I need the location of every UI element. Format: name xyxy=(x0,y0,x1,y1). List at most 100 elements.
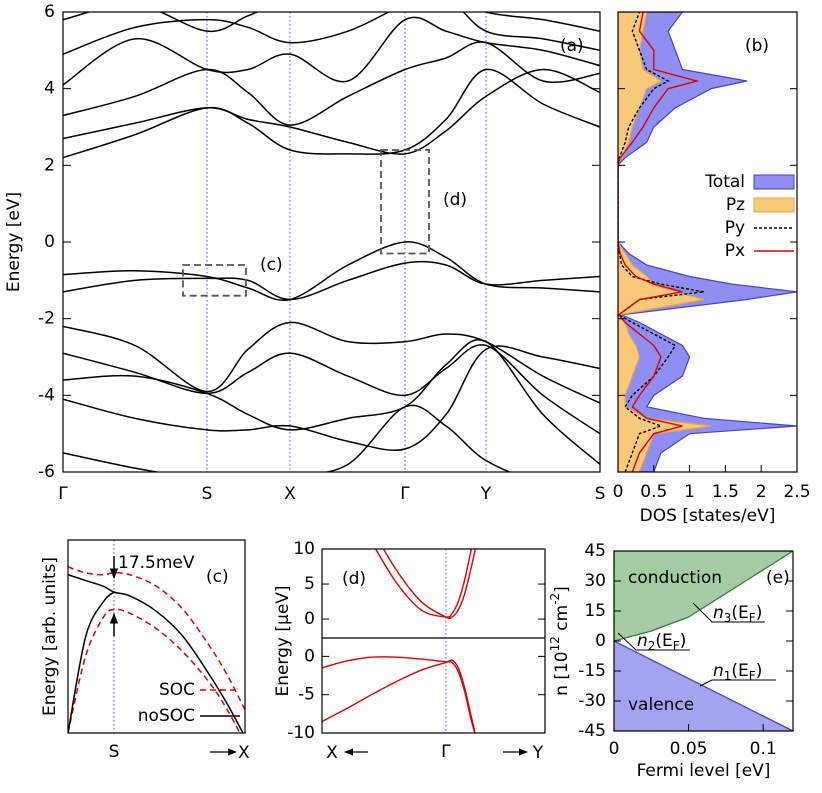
label: n1(EF) xyxy=(713,661,762,683)
band xyxy=(63,321,600,404)
band xyxy=(63,241,600,302)
y-tick-label: 0 xyxy=(304,609,315,629)
band xyxy=(63,68,600,155)
y-tick-label: 0 xyxy=(595,631,606,651)
label-part: F xyxy=(673,639,680,653)
band xyxy=(63,68,600,159)
x-tick-label: 0 xyxy=(613,482,624,502)
label-part: ) xyxy=(756,661,763,681)
panel-label: (c) xyxy=(206,567,229,587)
label-part: ] xyxy=(552,586,572,593)
y-tick-label: -15 xyxy=(578,661,606,681)
frame xyxy=(617,11,798,473)
frame xyxy=(62,11,601,473)
x-axis-label: DOS [states/eV] xyxy=(640,506,776,526)
x-tick-label: Γ xyxy=(58,484,68,504)
dos-area xyxy=(618,12,712,472)
label-part: 12 xyxy=(548,636,562,651)
band xyxy=(322,656,476,733)
frame xyxy=(613,550,794,732)
label-part: -2 xyxy=(548,593,562,605)
label-part: (E xyxy=(731,603,748,623)
label-part: F xyxy=(749,611,756,625)
band xyxy=(68,591,115,733)
legend-label: SOC xyxy=(159,680,195,700)
y-tick-label: -2 xyxy=(38,309,55,329)
carrier-line xyxy=(614,551,793,642)
zoom-box xyxy=(380,149,430,255)
y-tick-label: 30 xyxy=(584,571,606,591)
panel-label: (d) xyxy=(342,569,366,589)
x-tick-label: S xyxy=(595,484,606,504)
legend-label: Py xyxy=(725,218,745,238)
x-tick-label: 1.5 xyxy=(712,482,739,502)
x-tick-label: 0.1 xyxy=(750,739,777,759)
legend-label: Total xyxy=(704,172,745,192)
label-part: 3 xyxy=(724,611,732,625)
label: n [1012 cm-2] xyxy=(548,586,573,696)
label: n3(EF) xyxy=(713,603,762,625)
x-tick-label: 0.05 xyxy=(670,739,708,759)
legend-label: Px xyxy=(725,241,745,261)
x-tick-label: Y xyxy=(480,484,492,504)
y-axis-label: Energy [arb. units] xyxy=(40,557,60,716)
label-part: cm xyxy=(552,605,572,636)
y-tick-label: 0 xyxy=(44,232,55,252)
band xyxy=(63,345,600,451)
zoom-box xyxy=(182,264,247,297)
label: n2(EF) xyxy=(637,631,686,653)
band xyxy=(63,404,512,472)
frame xyxy=(321,548,546,734)
band xyxy=(68,574,244,733)
band xyxy=(322,659,476,733)
label-part: (E xyxy=(655,631,672,651)
band xyxy=(63,344,600,435)
x-tick-label: 1 xyxy=(684,482,695,502)
label-part: n xyxy=(713,661,724,681)
pointer xyxy=(699,679,776,687)
band xyxy=(63,339,600,465)
panel-label: (b) xyxy=(745,36,769,56)
y-tick-label: -30 xyxy=(578,691,606,711)
annotation: 17.5meV xyxy=(118,553,195,573)
x-tick-label: 0 xyxy=(609,739,620,759)
x-tick-label: X xyxy=(284,484,296,504)
legend-label: Pz xyxy=(726,195,745,215)
x-tick-label: 0.5 xyxy=(640,482,667,502)
y-tick-label: 45 xyxy=(584,541,606,561)
label-part: n xyxy=(713,603,724,623)
x-tick-label: 2 xyxy=(756,482,767,502)
x-tick-label: Γ xyxy=(441,742,451,762)
frame xyxy=(67,539,246,734)
area-label: valence xyxy=(628,695,694,715)
end-label: Y xyxy=(532,743,544,763)
box-label: (d) xyxy=(443,190,467,210)
band xyxy=(63,16,600,86)
label-part: 2 xyxy=(648,639,656,653)
y-tick-label: 15 xyxy=(584,601,606,621)
plots: Γ S X Γ Y S 6 4 2 0 -2 -4 -6 (c) (d) (a) Energy [eV] Tota… xyxy=(4,2,811,781)
dos-line xyxy=(618,12,700,472)
y-tick-label: 2 xyxy=(44,155,55,175)
legend-label: noSOC xyxy=(138,706,195,726)
pointer xyxy=(692,602,765,623)
band xyxy=(63,41,600,126)
band xyxy=(63,12,600,55)
x-axis-label: Fermi level [eV] xyxy=(637,761,771,781)
y-axis-label: Energy [μeV] xyxy=(273,585,293,696)
legend-swatch xyxy=(753,174,795,190)
y-tick-label: 0 xyxy=(304,646,315,666)
band xyxy=(63,12,600,52)
box-label: (c) xyxy=(260,255,283,275)
y-tick-label: -10 xyxy=(287,723,315,743)
band xyxy=(382,549,477,620)
label-part: n [10 xyxy=(552,651,572,695)
y-axis-label: Energy [eV] xyxy=(4,192,24,292)
band xyxy=(63,260,600,301)
x-tick-label: S xyxy=(202,484,213,504)
label-part: n xyxy=(637,631,648,651)
x-tick-label: S xyxy=(109,742,120,762)
band xyxy=(374,549,473,618)
panel-label: (a) xyxy=(560,36,584,56)
